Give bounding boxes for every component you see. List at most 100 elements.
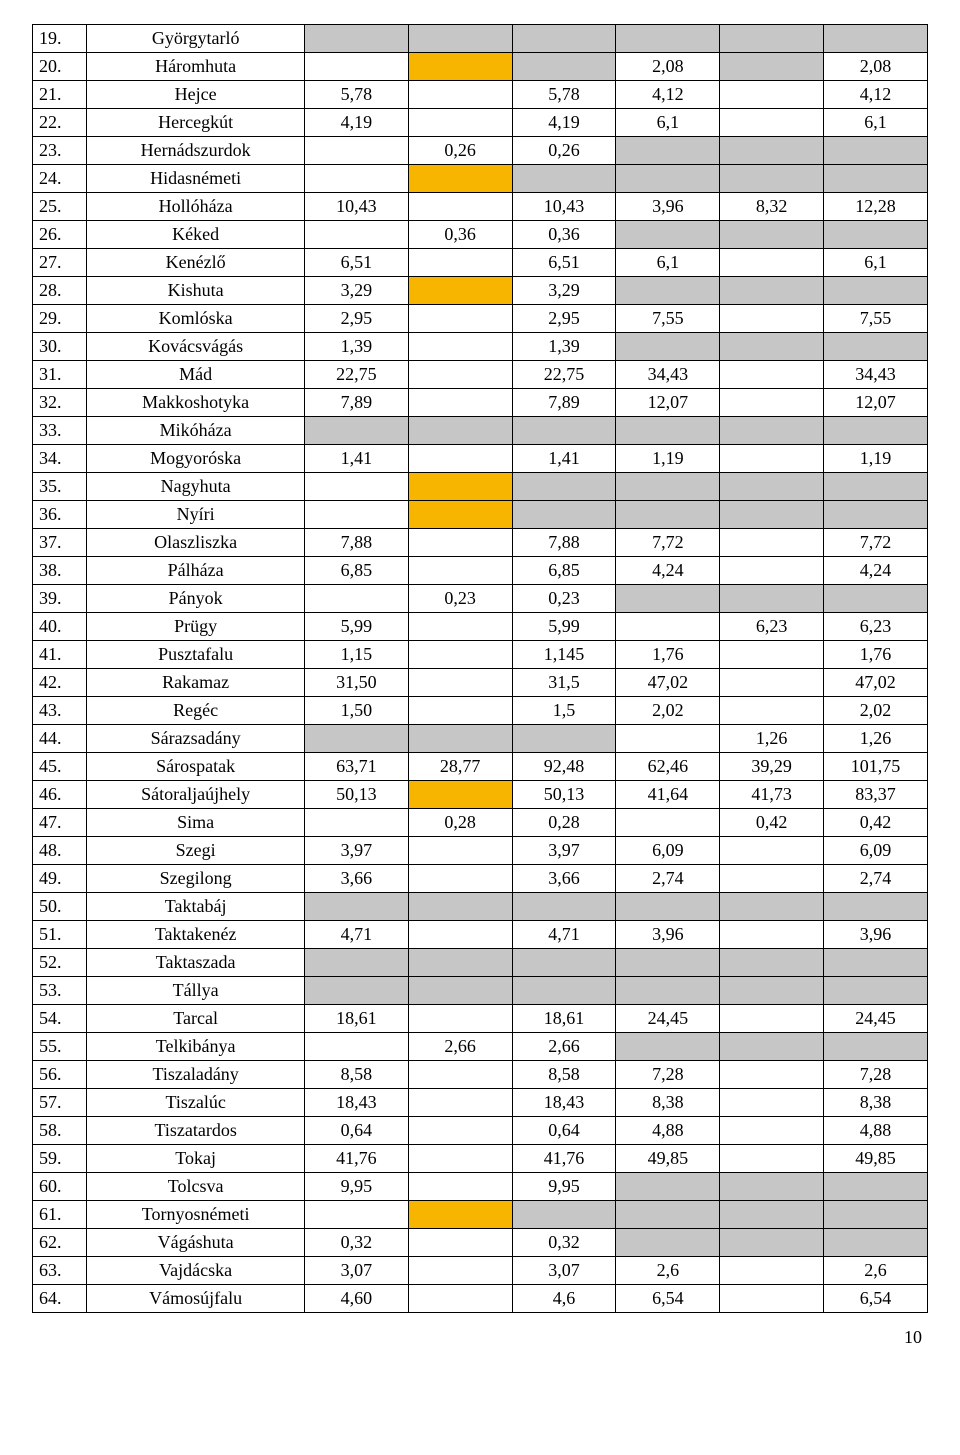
data-cell: 83,37 xyxy=(824,781,928,809)
data-cell xyxy=(408,1089,512,1117)
data-cell: 7,88 xyxy=(304,529,408,557)
row-name: Regéc xyxy=(87,697,305,725)
data-cell xyxy=(512,165,616,193)
data-cell: 4,60 xyxy=(304,1285,408,1313)
data-cell: 1,19 xyxy=(824,445,928,473)
data-cell xyxy=(720,837,824,865)
row-number: 31. xyxy=(33,361,87,389)
row-name: Györgytarló xyxy=(87,25,305,53)
data-cell xyxy=(408,389,512,417)
data-cell: 1,26 xyxy=(824,725,928,753)
table-row: 40.Prügy5,995,996,236,23 xyxy=(33,613,928,641)
row-name: Taktakenéz xyxy=(87,921,305,949)
data-cell: 92,48 xyxy=(512,753,616,781)
data-cell xyxy=(304,809,408,837)
data-cell: 3,96 xyxy=(616,193,720,221)
data-cell: 2,74 xyxy=(824,865,928,893)
data-cell xyxy=(720,137,824,165)
data-cell xyxy=(720,333,824,361)
data-cell: 10,43 xyxy=(304,193,408,221)
data-cell xyxy=(408,557,512,585)
data-cell xyxy=(408,781,512,809)
data-cell xyxy=(720,1061,824,1089)
table-row: 47.Sima0,280,280,420,42 xyxy=(33,809,928,837)
table-row: 52.Taktaszada xyxy=(33,949,928,977)
data-cell xyxy=(720,305,824,333)
data-cell: 10,43 xyxy=(512,193,616,221)
data-cell: 3,97 xyxy=(512,837,616,865)
data-cell: 1,26 xyxy=(720,725,824,753)
row-name: Kishuta xyxy=(87,277,305,305)
data-cell: 0,32 xyxy=(304,1229,408,1257)
row-name: Nyíri xyxy=(87,501,305,529)
data-cell: 2,6 xyxy=(616,1257,720,1285)
row-number: 59. xyxy=(33,1145,87,1173)
row-name: Pányok xyxy=(87,585,305,613)
data-cell: 4,12 xyxy=(616,81,720,109)
row-number: 49. xyxy=(33,865,87,893)
row-number: 43. xyxy=(33,697,87,725)
row-number: 27. xyxy=(33,249,87,277)
row-number: 32. xyxy=(33,389,87,417)
table-row: 33.Mikóháza xyxy=(33,417,928,445)
data-cell: 49,85 xyxy=(824,1145,928,1173)
row-number: 21. xyxy=(33,81,87,109)
data-cell xyxy=(408,1201,512,1229)
table-row: 32.Makkoshotyka7,897,8912,0712,07 xyxy=(33,389,928,417)
data-cell: 7,89 xyxy=(512,389,616,417)
row-number: 45. xyxy=(33,753,87,781)
row-name: Sárospatak xyxy=(87,753,305,781)
data-cell: 6,09 xyxy=(824,837,928,865)
row-name: Tokaj xyxy=(87,1145,305,1173)
data-cell xyxy=(824,977,928,1005)
data-cell xyxy=(304,1033,408,1061)
table-row: 35.Nagyhuta xyxy=(33,473,928,501)
data-cell: 24,45 xyxy=(824,1005,928,1033)
data-cell xyxy=(720,109,824,137)
row-name: Háromhuta xyxy=(87,53,305,81)
table-row: 23.Hernádszurdok0,260,26 xyxy=(33,137,928,165)
data-cell xyxy=(408,305,512,333)
data-cell xyxy=(616,25,720,53)
data-cell: 4,12 xyxy=(824,81,928,109)
row-number: 62. xyxy=(33,1229,87,1257)
row-name: Kéked xyxy=(87,221,305,249)
row-number: 26. xyxy=(33,221,87,249)
data-cell: 47,02 xyxy=(616,669,720,697)
row-number: 63. xyxy=(33,1257,87,1285)
page-number: 10 xyxy=(32,1327,928,1348)
data-cell xyxy=(720,389,824,417)
data-cell xyxy=(304,501,408,529)
data-cell xyxy=(720,1257,824,1285)
data-cell xyxy=(720,221,824,249)
row-number: 40. xyxy=(33,613,87,641)
data-cell xyxy=(512,473,616,501)
data-cell: 8,38 xyxy=(824,1089,928,1117)
data-cell xyxy=(408,1229,512,1257)
table-row: 21.Hejce5,785,784,124,12 xyxy=(33,81,928,109)
data-cell: 0,26 xyxy=(512,137,616,165)
row-name: Vámosújfalu xyxy=(87,1285,305,1313)
data-cell xyxy=(824,949,928,977)
data-cell: 4,71 xyxy=(512,921,616,949)
data-cell xyxy=(720,1201,824,1229)
data-cell: 1,39 xyxy=(304,333,408,361)
data-cell xyxy=(616,1173,720,1201)
data-cell xyxy=(512,53,616,81)
data-cell xyxy=(408,669,512,697)
data-cell xyxy=(720,557,824,585)
data-cell: 12,07 xyxy=(824,389,928,417)
table-row: 61.Tornyosnémeti xyxy=(33,1201,928,1229)
table-row: 30.Kovácsvágás1,391,39 xyxy=(33,333,928,361)
row-name: Telkibánya xyxy=(87,1033,305,1061)
data-cell: 41,76 xyxy=(512,1145,616,1173)
data-cell: 2,08 xyxy=(616,53,720,81)
row-name: Pálháza xyxy=(87,557,305,585)
row-name: Szegi xyxy=(87,837,305,865)
data-cell xyxy=(824,417,928,445)
data-cell xyxy=(824,501,928,529)
data-cell: 47,02 xyxy=(824,669,928,697)
data-cell xyxy=(512,893,616,921)
row-name: Sátoraljaújhely xyxy=(87,781,305,809)
data-cell: 2,02 xyxy=(824,697,928,725)
